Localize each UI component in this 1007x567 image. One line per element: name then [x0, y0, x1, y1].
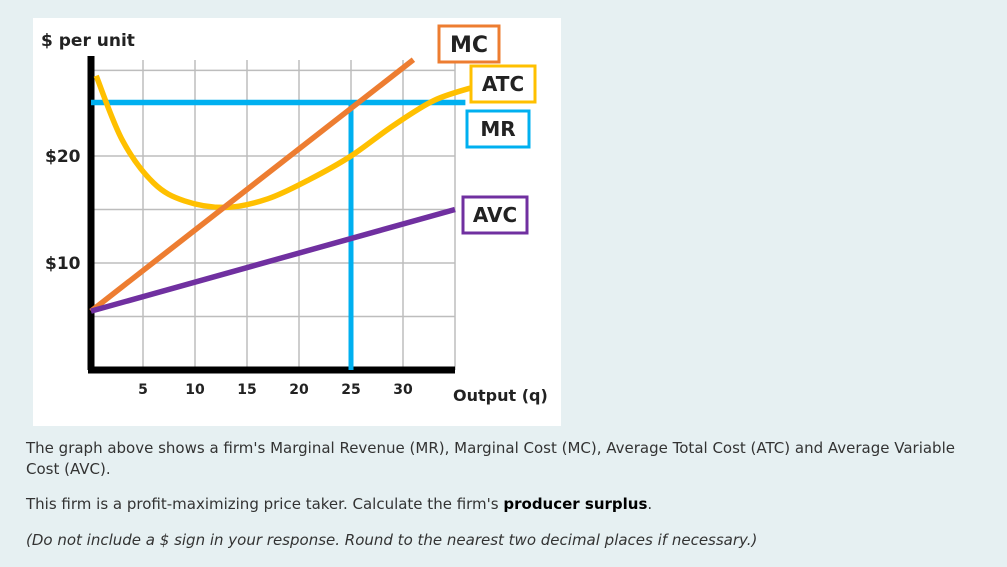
legend-label-mc: MC	[450, 33, 488, 58]
legend-box-mr	[465, 109, 531, 149]
question-instructions: (Do not include a $ sign in your respons…	[26, 531, 758, 549]
series-mc-line	[89, 57, 416, 314]
legend-label-avc: AVC	[473, 203, 517, 227]
legend-box-atc	[469, 64, 537, 104]
y-tick-label: $10	[45, 254, 81, 274]
question-prompt-period: .	[647, 495, 653, 513]
x-axis-title: Output (q)	[453, 386, 548, 405]
question-description: The graph above shows a firm's Marginal …	[26, 439, 955, 478]
y-axis-title: $ per unit	[41, 31, 135, 51]
x-tick-label: 10	[185, 382, 205, 398]
legend-box-avc	[461, 195, 529, 235]
cost-curves-chart: MC ATC MR AVC $ per unit Output (q) 5 10 15 20 25 3…	[33, 18, 561, 426]
legend-label-atc: ATC	[482, 72, 524, 96]
question-prompt: This firm is a profit-maximizing price t…	[26, 494, 986, 515]
x-tick-label: 30	[393, 382, 413, 398]
x-tick-label: 5	[138, 382, 148, 398]
chart-svg: MC ATC MR AVC $ per unit Output (q) 5 10 15 20 25 3…	[41, 24, 548, 405]
producer-surplus-term: producer surplus	[503, 495, 648, 513]
series-atc-line	[93, 74, 477, 211]
x-tick-label: 25	[341, 382, 360, 398]
x-tick-label: 20	[289, 382, 309, 398]
legend-box-mc	[437, 24, 501, 64]
question-prompt-text: This firm is a profit-maximizing price t…	[26, 495, 504, 513]
series-avc-line	[90, 206, 456, 314]
x-tick-label: 15	[237, 382, 256, 398]
legend-label-mr: MR	[480, 117, 515, 141]
y-tick-label: $20	[45, 147, 81, 167]
